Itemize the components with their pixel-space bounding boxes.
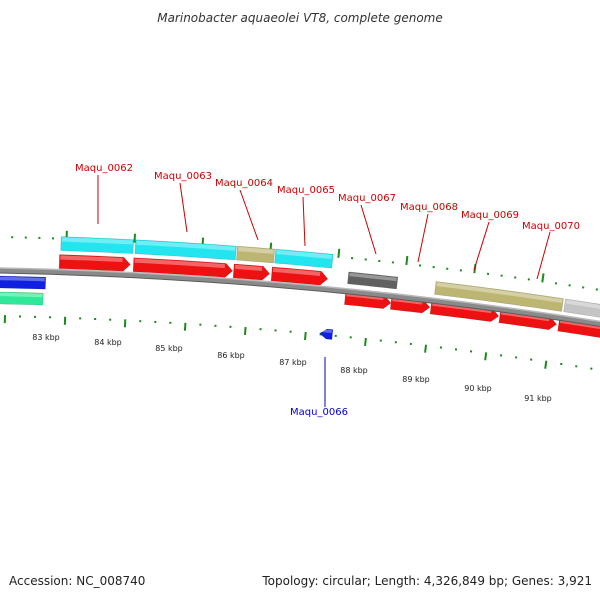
- callout-line-maqu-0065: [302, 196, 306, 247]
- kbp-label: 87 kbp: [279, 358, 307, 367]
- kbp-label: 85 kbp: [155, 344, 183, 353]
- callout-line-maqu-0069: [473, 221, 490, 271]
- cds-arrow-blue-maqu-0066: [319, 328, 334, 340]
- cds-arrow-red-highlight: [134, 258, 226, 269]
- cds-segment-olive: [434, 281, 564, 312]
- kbp-label: 84 kbp: [94, 338, 122, 347]
- cds-segment-gray-highlight: [349, 272, 397, 282]
- cds-arrow-red: [270, 266, 329, 286]
- cds-segment-cyan: [134, 239, 237, 261]
- kbp-label: 90 kbp: [464, 384, 492, 393]
- cds-segment-teal-highlight: [0, 292, 43, 298]
- genome-backbone: [0, 268, 600, 327]
- cds-segment-cyan-highlight: [276, 250, 333, 260]
- kbp-label: 88 kbp: [340, 366, 368, 375]
- kbp-label: 86 kbp: [217, 351, 245, 360]
- inner-tick: [243, 326, 247, 336]
- inner-tick: [484, 352, 488, 361]
- gene-callouts: Maqu_0062Maqu_0063Maqu_0064Maqu_0065Maqu…: [75, 163, 580, 418]
- cds-arrow-red-highlight: [60, 255, 123, 263]
- cds-segment-olive: [236, 245, 276, 264]
- cds-arrow-blue-maqu-0066-highlight: [320, 329, 332, 333]
- cds-segment-olive-highlight: [238, 247, 274, 254]
- kbp-label: 89 kbp: [402, 375, 430, 384]
- cds-arrow-red: [232, 263, 271, 281]
- backbone-shadow: [0, 272, 600, 327]
- cds-segment-blue-highlight: [0, 276, 45, 282]
- cds-arrow-red-highlight: [234, 264, 263, 271]
- cds-arrow-red-highlight: [272, 267, 321, 277]
- callout-line-maqu-0070: [536, 231, 551, 280]
- outer-tick: [541, 273, 545, 283]
- callout-line-maqu-0063: [179, 182, 188, 233]
- genome-summary-label: Topology: circular; Length: 4,326,849 bp…: [261, 574, 592, 588]
- callout-line-maqu-0067: [360, 204, 377, 255]
- gene-label-maqu-0065: Maqu_0065: [277, 185, 335, 196]
- callout-line-maqu-0068: [417, 213, 429, 263]
- cds-segment-gray: [347, 271, 399, 290]
- inner-tick: [364, 337, 367, 347]
- accession-label: Accession: NC_008740: [9, 574, 145, 588]
- outer-tick: [405, 255, 409, 266]
- cds-arrow-red: [58, 254, 131, 272]
- inner-gc-ticks: [3, 315, 593, 370]
- cds-segment-lightgray-highlight: [565, 299, 600, 309]
- kbp-label: 91 kbp: [524, 394, 552, 403]
- inner-tick: [183, 322, 187, 331]
- outer-tick: [337, 248, 341, 258]
- gene-label-maqu-0064: Maqu_0064: [215, 178, 273, 189]
- gene-label-maqu-0069: Maqu_0069: [461, 210, 519, 221]
- inner-tick: [544, 360, 548, 369]
- kbp-scale: 83 kbp 84 kbp 85 kbp 86 kbp 87 kbp 88 kbp 89 k…: [32, 333, 552, 403]
- cds-segment-cyan: [274, 248, 334, 269]
- gene-label-maqu-0070: Maqu_0070: [522, 221, 580, 232]
- map-title: Marinobacter aquaeolei VT8, complete gen…: [157, 11, 443, 25]
- inner-tick: [304, 331, 307, 341]
- cds-segment-cyan-highlight: [61, 237, 133, 245]
- gene-label-maqu-0066: Maqu_0066: [290, 407, 348, 418]
- gene-label-maqu-0063: Maqu_0063: [154, 171, 212, 182]
- cds-segment-cyan-highlight: [136, 240, 236, 251]
- cds-segment-blue: [0, 275, 47, 290]
- kbp-label: 83 kbp: [32, 333, 60, 342]
- cds-arrow-red: [132, 257, 234, 278]
- gene-label-maqu-0062: Maqu_0062: [75, 163, 133, 174]
- cds-segment-olive-highlight: [436, 282, 563, 303]
- backbone-highlight: [0, 267, 600, 323]
- cds-segment-lightgray: [563, 298, 600, 318]
- callout-line-maqu-0064: [239, 189, 259, 241]
- cds-segment-teal: [0, 291, 44, 306]
- cds-segment-cyan: [60, 236, 134, 254]
- gene-label-maqu-0068: Maqu_0068: [400, 202, 458, 213]
- gene-label-maqu-0067: Maqu_0067: [338, 193, 396, 204]
- backbone-group: [0, 267, 600, 327]
- inner-tick: [424, 344, 428, 353]
